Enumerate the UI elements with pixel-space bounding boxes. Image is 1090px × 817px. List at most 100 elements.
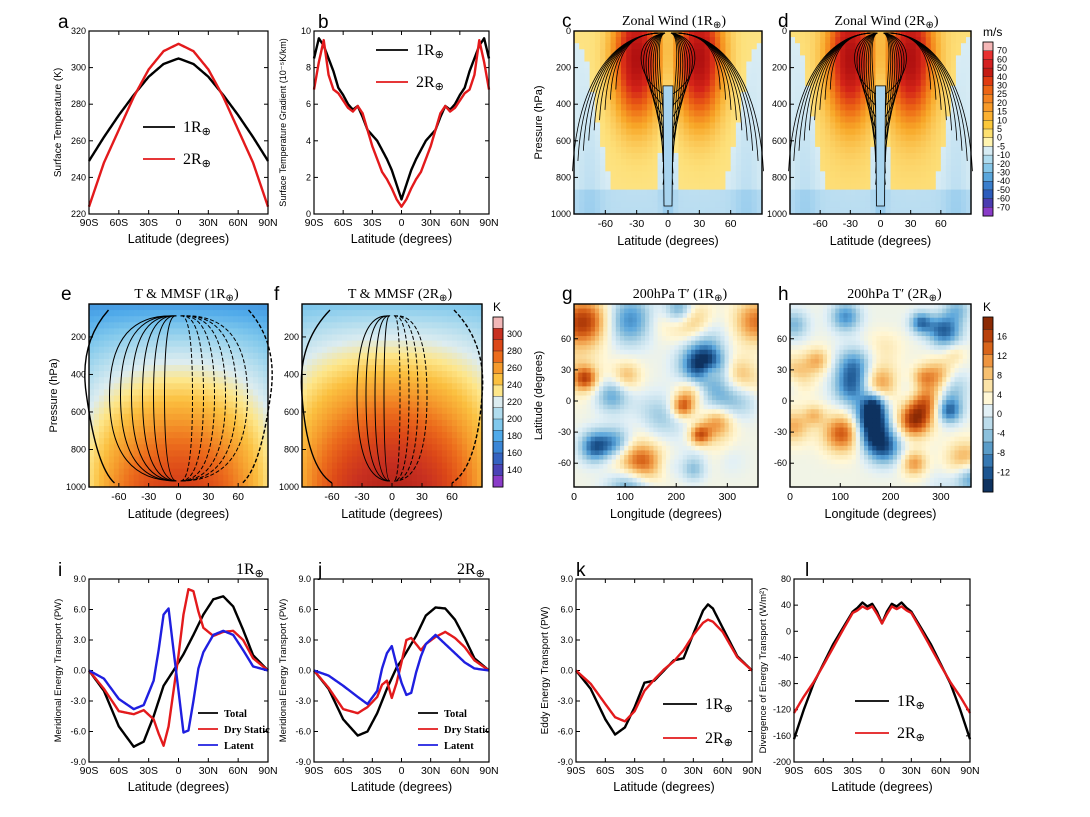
heat-cell xyxy=(347,316,353,323)
heat-cell xyxy=(825,110,831,117)
heat-cell xyxy=(830,177,836,185)
heat-cell xyxy=(158,304,165,311)
heat-cell xyxy=(715,159,721,166)
heat-cell xyxy=(452,444,458,451)
heat-cell xyxy=(233,438,239,445)
heat-cell xyxy=(815,159,821,166)
heat-cell xyxy=(208,389,214,397)
heat-cell xyxy=(437,395,443,403)
plot-frame xyxy=(88,30,269,215)
heat-cell xyxy=(238,456,244,464)
heat-cell xyxy=(462,444,468,451)
heat-cell xyxy=(850,110,856,117)
heat-cell xyxy=(183,462,190,470)
heat-cell xyxy=(578,473,583,479)
heat-cell xyxy=(584,79,591,87)
x-tick-label: 90S xyxy=(567,765,586,777)
heat-cell xyxy=(820,98,826,105)
heat-cell xyxy=(457,474,463,482)
heat-cell xyxy=(905,49,912,56)
heat-cell xyxy=(905,43,912,50)
heat-cell xyxy=(253,438,259,445)
heat-cell xyxy=(610,104,617,111)
heat-cell xyxy=(795,92,801,99)
heat-cell xyxy=(668,49,674,56)
heat-cell xyxy=(153,438,160,445)
heat-cell xyxy=(615,79,622,87)
heat-cell xyxy=(113,462,120,470)
heat-cell xyxy=(900,140,907,148)
heat-cell xyxy=(895,104,902,111)
heat-cell xyxy=(746,140,753,148)
heat-cell xyxy=(830,104,836,111)
contour-line xyxy=(163,315,177,482)
heat-cell xyxy=(678,67,685,75)
heat-cell xyxy=(730,183,737,191)
heat-cell xyxy=(223,468,229,476)
heat-cell xyxy=(678,134,685,142)
heat-cell xyxy=(407,444,413,451)
heat-cell xyxy=(432,389,438,397)
heat-cell xyxy=(790,189,796,197)
heat-cell xyxy=(574,349,579,355)
heat-cell xyxy=(579,134,586,142)
heat-cell xyxy=(735,116,742,124)
heat-cell xyxy=(397,316,403,323)
heat-cell xyxy=(477,340,483,348)
heat-cell xyxy=(362,395,368,403)
heat-cell xyxy=(950,128,957,136)
heat-cell xyxy=(302,346,308,354)
heat-cell xyxy=(108,389,115,397)
heat-cell xyxy=(233,340,239,348)
heat-cell xyxy=(950,201,957,209)
heat-cell xyxy=(163,334,170,342)
heat-cell xyxy=(243,377,249,384)
heat-cell xyxy=(574,354,579,360)
heat-cell xyxy=(704,177,711,185)
heat-cell xyxy=(621,201,627,209)
heat-cell xyxy=(574,177,580,185)
heat-cell xyxy=(263,358,269,366)
heat-cell xyxy=(795,171,801,178)
heat-cell xyxy=(337,432,343,439)
heat-cell xyxy=(452,395,458,403)
heat-cell xyxy=(312,438,318,445)
heat-cell xyxy=(605,165,612,172)
heat-cell xyxy=(93,377,100,384)
heat-cell xyxy=(412,413,418,421)
heat-cell xyxy=(865,207,872,215)
heat-cell xyxy=(442,444,448,451)
heat-cell xyxy=(108,456,115,464)
heat-cell xyxy=(574,445,579,451)
heat-cell xyxy=(89,480,95,488)
heat-cell xyxy=(626,37,633,44)
heat-cell xyxy=(143,407,150,415)
heat-cell xyxy=(800,49,806,56)
heat-cell xyxy=(578,468,583,474)
heat-cell xyxy=(367,456,373,464)
heat-cell xyxy=(830,73,836,81)
heat-cell xyxy=(920,61,927,69)
heat-cell xyxy=(148,310,155,317)
heat-cell xyxy=(133,419,140,427)
y-tick-label: 600 xyxy=(284,407,299,417)
heat-cell xyxy=(118,480,125,488)
heat-cell xyxy=(890,207,897,215)
heat-cell xyxy=(322,480,328,488)
heat-cell xyxy=(208,438,214,445)
heat-cell xyxy=(720,128,727,136)
heat-cell xyxy=(322,462,328,470)
heat-cell xyxy=(810,61,816,69)
panel-label: i xyxy=(58,560,62,581)
heat-cell xyxy=(586,304,592,310)
heat-cell xyxy=(332,371,338,378)
heat-cell xyxy=(213,444,219,451)
heat-cell xyxy=(621,146,627,154)
heat-cell xyxy=(103,450,110,458)
heat-cell xyxy=(860,110,867,117)
heat-cell xyxy=(594,153,601,160)
heat-cell xyxy=(636,171,643,178)
heat-cell xyxy=(412,444,418,451)
heat-cell xyxy=(402,365,408,372)
heat-cell xyxy=(835,122,841,130)
